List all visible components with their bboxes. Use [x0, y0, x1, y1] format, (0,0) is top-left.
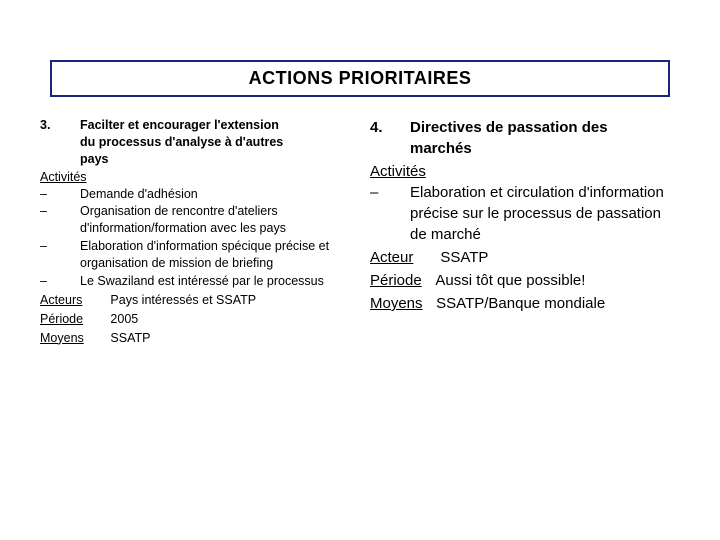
bullet-dash: –	[40, 186, 80, 203]
bullet-dash: –	[40, 273, 80, 290]
actors-row: Acteurs Pays intéressés et SSATP	[40, 292, 350, 309]
period-label-right: Période	[370, 270, 432, 291]
means-value-right: SSATP/Banque mondiale	[436, 295, 605, 312]
right-bullet-1: Elaboration et circulation d'information…	[410, 182, 680, 245]
left-column: 3. Facilter et encourager l'extension du…	[40, 117, 350, 346]
item-4-title: Directives de passation des marchés	[410, 117, 680, 159]
item-number-3: 3.	[40, 117, 80, 168]
activities-label-left: Activités	[40, 169, 350, 186]
actor-label: Acteur	[370, 247, 432, 268]
means-row: Moyens SSATP	[40, 330, 350, 347]
period-row-right: Période Aussi tôt que possible!	[370, 270, 680, 291]
left-bullet-4: Le Swaziland est intéressé par le proces…	[80, 273, 350, 290]
period-label: Période	[40, 311, 100, 328]
actor-row: Acteur SSATP	[370, 247, 680, 268]
means-label: Moyens	[40, 330, 100, 347]
left-bullet-3: Elaboration d'information spécique préci…	[80, 238, 350, 272]
left-bullet-1: Demande d'adhésion	[80, 186, 350, 203]
item-number-4: 4.	[370, 117, 410, 159]
actors-label: Acteurs	[40, 292, 100, 309]
bullet-dash: –	[370, 182, 410, 245]
bullet-dash: –	[40, 203, 80, 237]
means-row-right: Moyens SSATP/Banque mondiale	[370, 293, 680, 314]
item-3-title: Facilter et encourager l'extension du pr…	[80, 117, 350, 168]
page-title: ACTIONS PRIORITAIRES	[52, 68, 668, 89]
title-box: ACTIONS PRIORITAIRES	[50, 60, 670, 97]
actor-value: SSATP	[440, 249, 488, 266]
left-bullet-2: Organisation de rencontre d'ateliers d'i…	[80, 203, 350, 237]
period-row: Période 2005	[40, 311, 350, 328]
actors-value: Pays intéressés et SSATP	[110, 293, 256, 307]
activities-label-right: Activités	[370, 161, 680, 182]
means-value: SSATP	[110, 331, 150, 345]
right-column: 4. Directives de passation des marchés A…	[370, 117, 680, 346]
content-columns: 3. Facilter et encourager l'extension du…	[40, 117, 680, 346]
bullet-dash: –	[40, 238, 80, 272]
means-label-right: Moyens	[370, 293, 432, 314]
period-value-right: Aussi tôt que possible!	[435, 272, 585, 289]
period-value: 2005	[110, 312, 138, 326]
